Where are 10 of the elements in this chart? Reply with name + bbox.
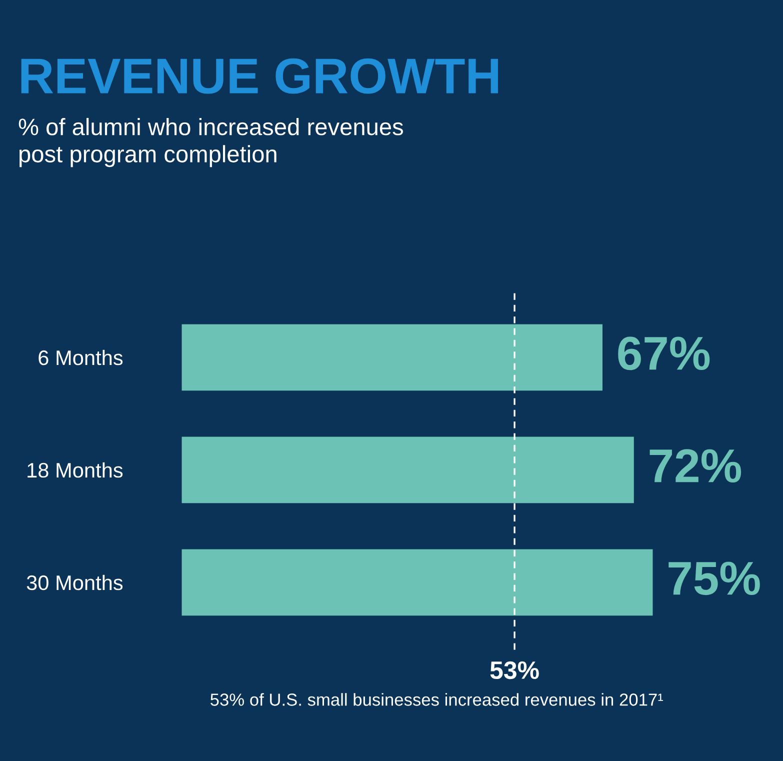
data-label: 72% — [650, 449, 742, 482]
chart-title: REVENUE GROWTH — [21, 58, 498, 94]
text: 53% of U.S. small businesses increased revenues in 2017¹ — [210, 693, 664, 706]
data-label: 67% — [618, 336, 710, 370]
data-label: 75% — [668, 562, 760, 596]
chart-subtitle: % of alumni who increased revenues post program completion — [18, 118, 404, 168]
y-tick-label: 18 Months — [28, 462, 123, 478]
ref-line-label: 53% — [490, 661, 539, 680]
y-tick-label: 30 Months — [26, 574, 123, 590]
y-tick-label: 6 Months — [38, 350, 123, 366]
